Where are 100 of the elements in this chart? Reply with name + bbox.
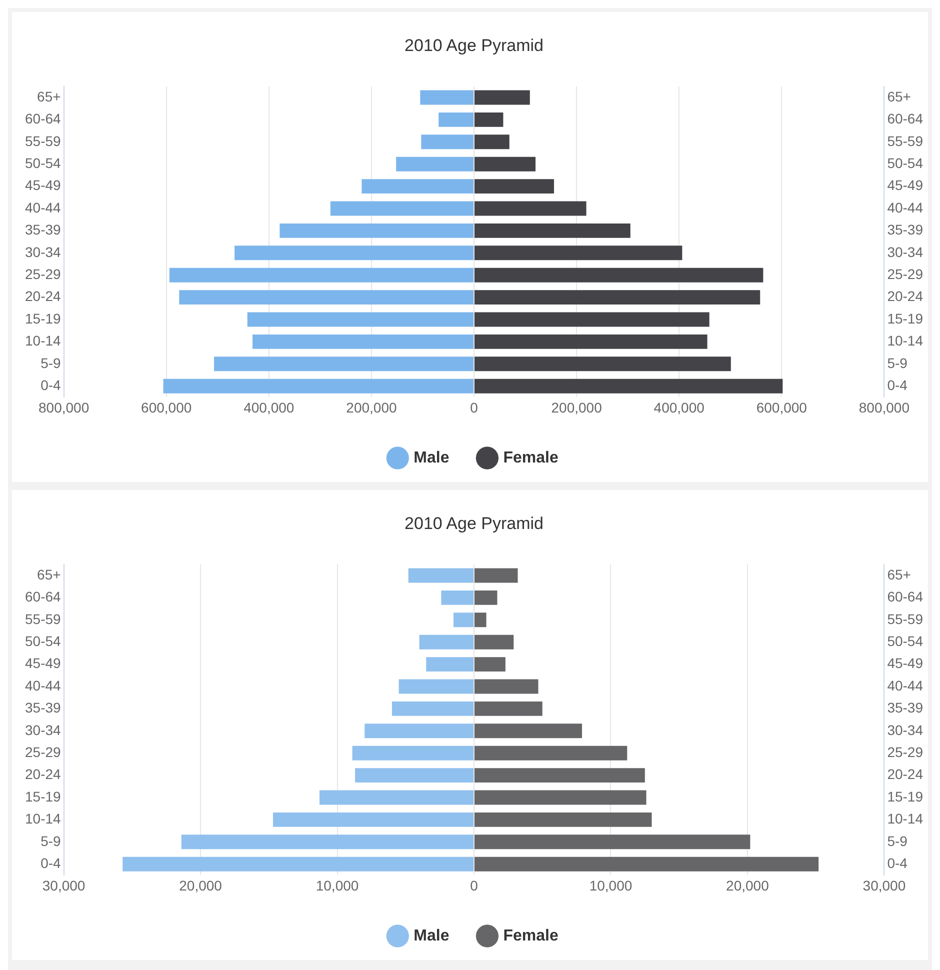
x-tick-label: 30,000: [862, 877, 906, 894]
bar: [474, 268, 764, 282]
y2-tick-label: 35-39: [887, 700, 924, 716]
bar: [408, 568, 474, 583]
bar: [474, 112, 504, 127]
bar: [474, 568, 518, 583]
bar: [474, 746, 628, 760]
bar: [474, 856, 819, 872]
y2-tick-label: 25-29: [887, 266, 924, 282]
y-tick-label: 15-19: [24, 310, 62, 326]
x-tick-label: 20,000: [726, 877, 770, 894]
bar: [474, 657, 506, 672]
bar: [179, 290, 474, 305]
y-tick-label: 30-34: [24, 244, 62, 260]
bar: [474, 834, 750, 850]
y-tick-label: 45-49: [24, 655, 62, 672]
x-tick-label: 400,000: [654, 399, 705, 416]
y-tick-label: 60-64: [24, 588, 62, 605]
legend-label: Male: [414, 927, 450, 944]
bar: [474, 768, 645, 783]
y-tick-label: 5-9: [40, 832, 62, 849]
y2-tick-label: 50-54: [887, 632, 924, 649]
legend-label: Male: [414, 449, 450, 466]
y-tick-label: 25-29: [24, 266, 62, 282]
y2-tick-label: 0-4: [887, 854, 908, 871]
legend-label: Female: [503, 449, 558, 466]
bar: [474, 156, 536, 172]
y-tick-label: 30-34: [24, 722, 62, 738]
bar: [362, 179, 474, 194]
chart-title: 2010 Age Pyramid: [404, 514, 544, 533]
bar: [474, 634, 514, 650]
x-tick-label: 400,000: [244, 399, 294, 416]
y2-tick-label: 50-54: [887, 154, 924, 171]
bar: [474, 356, 731, 372]
y2-tick-label: 20-24: [887, 288, 924, 304]
y-tick-label: 40-44: [24, 199, 62, 216]
y-tick-label: 20-24: [24, 766, 62, 782]
bar: [453, 612, 474, 628]
y2-tick-label: 55-59: [887, 610, 924, 627]
bar: [474, 590, 498, 605]
x-tick-label: 30,000: [42, 877, 86, 894]
bar: [234, 246, 474, 260]
bar: [280, 223, 474, 238]
chart-title: 2010 Age Pyramid: [404, 36, 544, 55]
y2-tick-label: 5-9: [887, 354, 908, 371]
bar: [421, 134, 474, 150]
bar: [474, 201, 586, 216]
y2-tick-label: 5-9: [887, 832, 908, 849]
bar: [355, 768, 474, 783]
x-tick-label: 800,000: [38, 399, 90, 416]
bar: [169, 268, 474, 282]
bar: [474, 246, 682, 260]
y-tick-label: 50-54: [24, 154, 62, 171]
y-tick-label: 20-24: [24, 288, 62, 304]
y2-tick-label: 10-14: [887, 810, 924, 827]
x-tick-label: 600,000: [756, 399, 808, 416]
y-tick-label: 5-9: [40, 354, 62, 371]
y-tick-label: 15-19: [24, 788, 62, 804]
y2-tick-label: 30-34: [887, 722, 924, 738]
y2-tick-label: 0-4: [887, 376, 908, 393]
bar: [474, 90, 530, 105]
y2-tick-label: 25-29: [887, 744, 924, 760]
bar: [122, 856, 474, 872]
y2-tick-label: 20-24: [887, 766, 924, 782]
y2-tick-label: 65+: [887, 88, 911, 104]
x-tick-label: 20,000: [179, 877, 222, 894]
y2-tick-label: 40-44: [887, 677, 924, 694]
x-tick-label: 10,000: [316, 877, 359, 894]
bar: [474, 290, 760, 305]
y2-tick-label: 15-19: [887, 310, 924, 326]
bar: [398, 679, 474, 694]
y-tick-label: 25-29: [24, 744, 62, 760]
legend-label: Female: [503, 927, 558, 944]
y-tick-label: 10-14: [24, 332, 62, 349]
y-tick-label: 65+: [37, 88, 61, 104]
y2-tick-label: 35-39: [887, 222, 924, 238]
y-tick-label: 55-59: [24, 610, 62, 627]
x-tick-label: 200,000: [346, 399, 397, 416]
bar: [474, 179, 554, 194]
bar: [474, 724, 582, 738]
bar: [352, 746, 474, 760]
bar: [396, 156, 474, 172]
y-tick-label: 45-49: [24, 177, 62, 194]
x-tick-label: 200,000: [551, 399, 602, 416]
bar: [474, 378, 783, 394]
y-tick-label: 55-59: [24, 132, 62, 149]
bar: [214, 356, 474, 372]
bar: [330, 201, 474, 216]
y-tick-label: 40-44: [24, 677, 62, 694]
y-tick-label: 35-39: [24, 700, 62, 716]
bar: [419, 634, 474, 650]
y-tick-label: 35-39: [24, 222, 62, 238]
y2-tick-label: 45-49: [887, 655, 924, 672]
bar: [474, 134, 510, 150]
bar: [392, 701, 474, 716]
y2-tick-label: 40-44: [887, 199, 924, 216]
y-tick-label: 65+: [37, 566, 61, 582]
bar: [474, 812, 652, 827]
x-tick-label: 0: [470, 877, 478, 894]
bar: [364, 724, 474, 738]
